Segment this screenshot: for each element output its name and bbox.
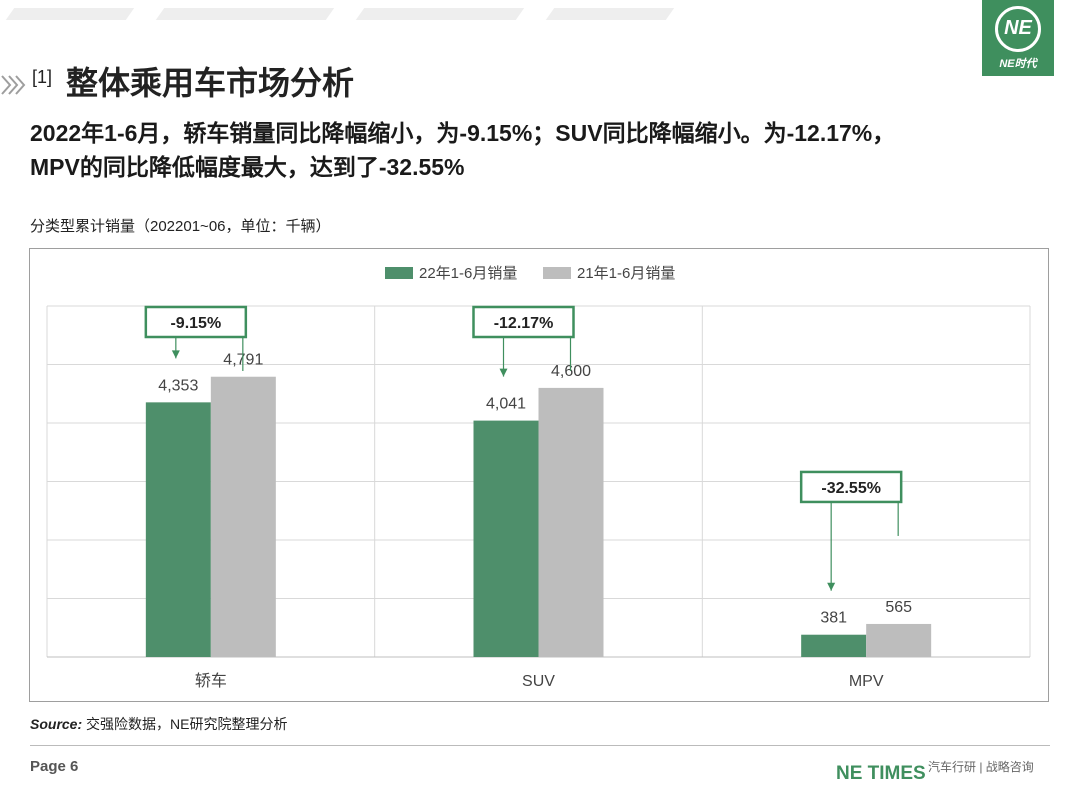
arrow-head: [499, 368, 508, 377]
data-label: 4,600: [551, 363, 591, 380]
headline-line-1: 2022年1-6月，轿车销量同比降幅缩小，为-9.15%；SUV同比降幅缩小。为…: [30, 120, 896, 146]
annotation-box: [799, 470, 903, 504]
source-text: 交强险数据，NE研究院整理分析: [82, 716, 288, 732]
wechat-tag: 汽车行研 | 战略咨询: [928, 760, 1034, 774]
data-label: 4,041: [486, 396, 526, 413]
arrow-head: [171, 350, 180, 359]
annotation-label: -12.17%: [494, 315, 554, 332]
legend-swatch: [385, 267, 413, 279]
arrow-head: [827, 582, 836, 591]
bar: [210, 376, 276, 657]
bar-chart: 22年1-6月销量21年1-6月销量4,3534,791轿车-9.15%4,04…: [46, 265, 1031, 690]
logo-mark: NE: [995, 5, 1041, 52]
chart-subtitle: 分类型累计销量（202201~06，单位：千辆）: [30, 218, 331, 235]
top-decoration: [0, 8, 690, 20]
category-label: SUV: [522, 673, 555, 690]
legend-label: 22年1-6月销量: [419, 265, 517, 282]
bar: [145, 402, 211, 657]
category-label: 轿车: [195, 672, 227, 690]
data-label: 381: [820, 610, 847, 627]
headline-line-2: MPV的同比降低幅度最大，达到了-32.55%: [30, 154, 465, 180]
chevron-right-icon: [1, 75, 26, 95]
section-number: [1]: [32, 67, 53, 87]
bar: [538, 387, 604, 657]
bar: [801, 634, 867, 657]
chart-frame: 22年1-6月销量21年1-6月销量4,3534,791轿车-9.15%4,04…: [29, 248, 1049, 702]
annotation-label: -9.15%: [170, 315, 221, 332]
legend-label: 21年1-6月销量: [577, 265, 675, 282]
annotation-box: [472, 305, 575, 339]
source-label: Source:: [30, 716, 83, 732]
page-title: 整体乘用车市场分析: [66, 65, 355, 101]
bar: [866, 623, 932, 657]
logo-text: NE时代: [999, 57, 1037, 70]
legend-swatch: [543, 267, 571, 279]
footer-divider: [30, 745, 1050, 746]
data-label: 4,353: [158, 377, 198, 394]
category-label: MPV: [849, 673, 884, 690]
source-note: Source: 交强险数据，NE研究院整理分析: [30, 714, 287, 734]
footer-brand: NE TIMES: [836, 763, 926, 784]
annotation-label: -32.55%: [821, 480, 881, 497]
page-number: Page 6: [30, 758, 79, 775]
ne-times-logo: NE NE时代: [982, 0, 1054, 76]
data-label: 565: [885, 599, 912, 616]
headline: 2022年1-6月，轿车销量同比降幅缩小，为-9.15%；SUV同比降幅缩小。为…: [30, 116, 1060, 184]
bar: [473, 420, 539, 657]
annotation-box: [144, 305, 248, 339]
